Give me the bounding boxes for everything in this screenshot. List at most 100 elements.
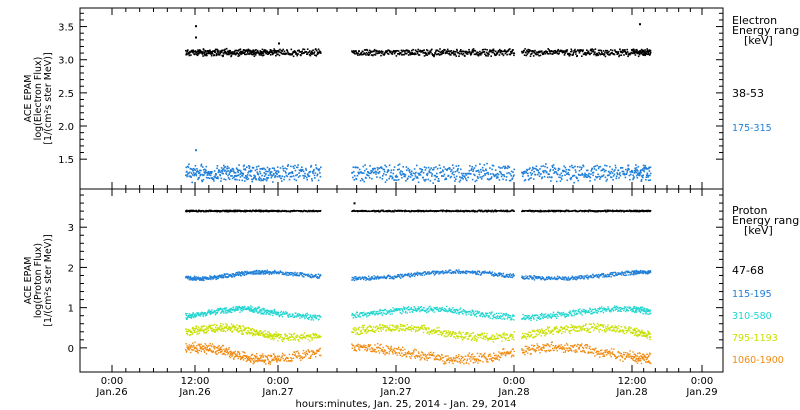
data-point <box>466 210 468 213</box>
data-point <box>588 172 590 175</box>
data-point <box>378 171 381 173</box>
data-point <box>223 50 226 52</box>
data-point <box>594 178 596 181</box>
data-point <box>466 51 468 54</box>
data-point <box>268 169 271 172</box>
data-point <box>642 164 645 167</box>
data-point <box>615 273 617 276</box>
data-point <box>259 311 261 313</box>
data-point <box>452 50 455 52</box>
data-point <box>399 312 402 314</box>
data-point <box>308 175 311 177</box>
data-point <box>457 165 460 167</box>
data-point <box>216 165 219 167</box>
data-point <box>633 210 636 213</box>
data-point <box>358 172 360 175</box>
data-point <box>597 173 599 176</box>
data-point <box>551 176 553 178</box>
data-point <box>225 47 228 50</box>
legend-entry: 175-315 <box>732 123 772 134</box>
data-point <box>195 149 197 152</box>
data-point <box>445 51 447 54</box>
data-point <box>470 173 472 175</box>
data-point <box>192 312 194 314</box>
data-point <box>552 169 554 171</box>
data-point <box>215 52 218 55</box>
data-point <box>288 172 290 174</box>
data-point <box>482 169 484 172</box>
data-point <box>269 314 271 316</box>
data-point <box>625 53 628 55</box>
data-point <box>283 313 285 315</box>
data-point <box>600 275 602 277</box>
data-point <box>396 49 399 52</box>
data-point <box>591 276 593 279</box>
data-point <box>209 310 211 313</box>
data-point <box>239 274 242 277</box>
data-point <box>400 174 403 176</box>
data-point <box>383 309 385 312</box>
data-point <box>227 51 230 54</box>
data-point <box>513 274 515 277</box>
data-point <box>554 49 557 52</box>
data-point <box>269 171 272 173</box>
data-point <box>475 179 478 182</box>
data-point <box>631 52 634 55</box>
data-point <box>246 166 248 168</box>
data-point <box>417 54 420 56</box>
data-point <box>236 306 238 308</box>
data-point <box>479 52 482 55</box>
data-point <box>636 173 639 175</box>
data-point <box>410 52 412 54</box>
data-point <box>389 313 392 315</box>
data-point <box>590 173 592 175</box>
data-point <box>405 49 408 51</box>
data-point <box>615 272 617 275</box>
y-axis-label: [1/(cm²s ster MeV)] <box>43 234 54 326</box>
data-point <box>450 175 453 178</box>
data-point <box>484 173 486 175</box>
data-point <box>586 49 588 51</box>
data-point <box>188 54 191 57</box>
data-point <box>287 173 290 176</box>
data-point <box>287 272 289 274</box>
data-point <box>373 310 375 312</box>
data-point <box>596 276 598 278</box>
data-point <box>235 309 238 311</box>
data-point <box>575 279 577 281</box>
data-point <box>210 278 212 281</box>
data-point <box>624 271 626 273</box>
data-point <box>532 210 535 212</box>
data-point <box>566 173 568 175</box>
data-point <box>534 49 536 52</box>
data-point <box>213 50 216 52</box>
data-point <box>538 171 540 174</box>
data-point <box>478 270 480 273</box>
data-point <box>261 309 263 312</box>
data-point <box>618 210 621 213</box>
data-point <box>480 210 482 213</box>
data-point <box>492 48 495 51</box>
data-point <box>277 271 280 274</box>
data-point <box>541 176 544 179</box>
data-point <box>607 275 610 278</box>
data-point <box>599 275 601 277</box>
data-point <box>271 167 274 169</box>
data-point <box>237 271 239 274</box>
data-point <box>365 279 367 281</box>
data-point <box>423 271 425 273</box>
data-point <box>433 274 436 276</box>
data-point <box>220 308 222 310</box>
data-point <box>613 271 615 274</box>
data-point <box>268 313 270 315</box>
data-point <box>622 274 625 276</box>
data-point <box>462 211 465 213</box>
data-point <box>428 273 431 275</box>
data-point <box>605 211 608 213</box>
data-point <box>258 210 260 212</box>
data-point <box>273 169 276 171</box>
data-point <box>242 271 244 274</box>
data-point <box>395 174 398 177</box>
data-point <box>251 306 253 308</box>
